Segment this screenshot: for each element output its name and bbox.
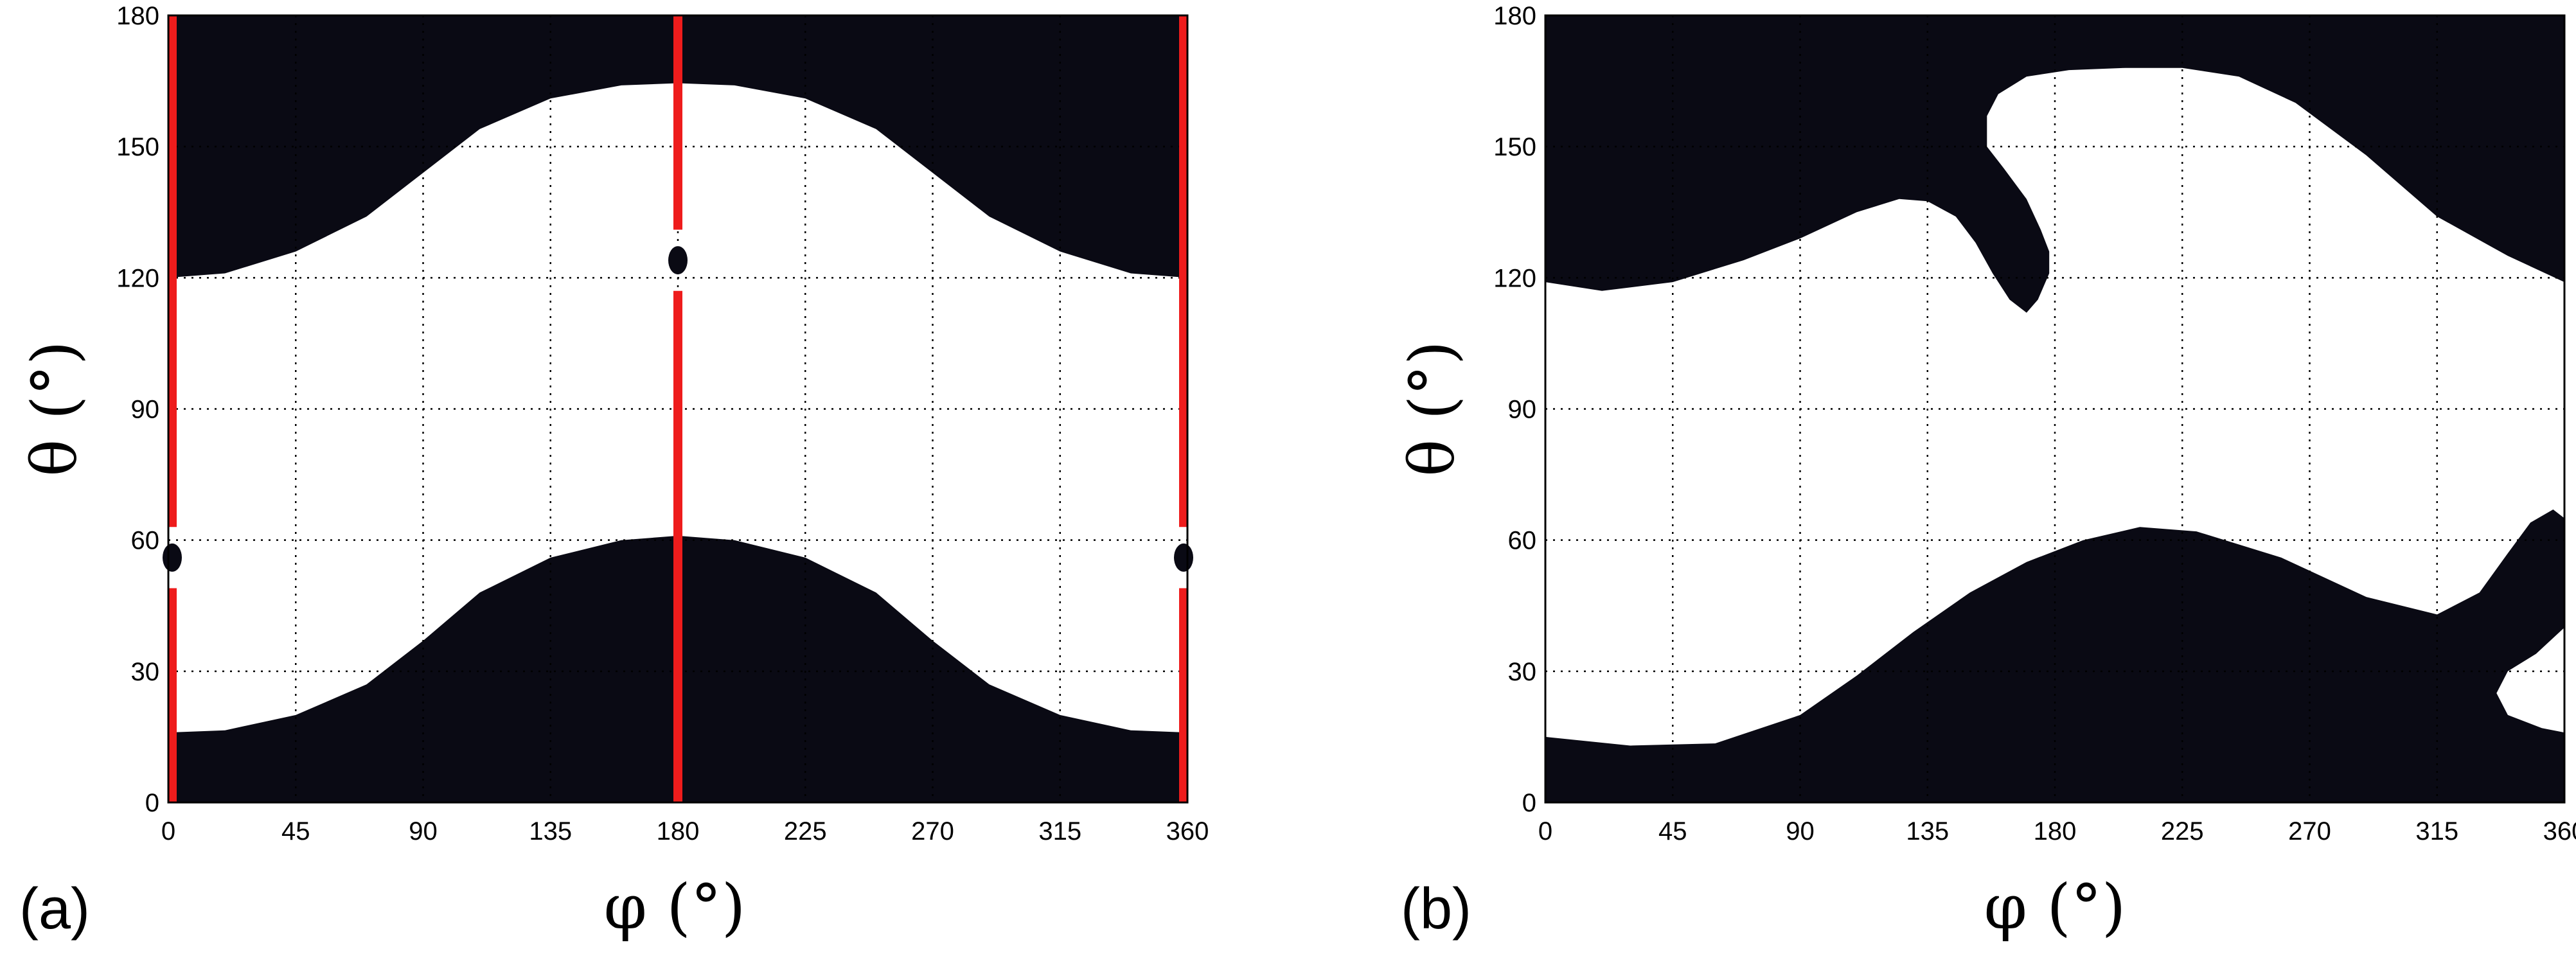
y-tick-label-180: 180 bbox=[1493, 2, 1536, 30]
x-tick-label-270: 270 bbox=[911, 817, 954, 845]
y-tick-labels-b: 0 30 60 90 120 150 180 bbox=[1493, 2, 1536, 817]
x-tick-label-360: 360 bbox=[2543, 817, 2576, 845]
x-tick-label-45: 45 bbox=[1658, 817, 1687, 845]
y-tick-label-120: 120 bbox=[116, 264, 159, 292]
y-tick-labels-a: 0 30 60 90 120 150 180 bbox=[116, 2, 159, 817]
y-tick-label-30: 30 bbox=[1508, 658, 1537, 686]
x-tick-label-135: 135 bbox=[1906, 817, 1949, 845]
x-tick-label-0: 0 bbox=[161, 817, 175, 845]
x-tick-label-315: 315 bbox=[2415, 817, 2458, 845]
y-tick-label-30: 30 bbox=[131, 658, 160, 686]
panel-label-b: (b) bbox=[1401, 877, 1471, 941]
x-tick-label-180: 180 bbox=[657, 817, 700, 845]
x-tick-label-270: 270 bbox=[2288, 817, 2331, 845]
x-tick-label-225: 225 bbox=[2161, 817, 2204, 845]
x-tick-label-90: 90 bbox=[1786, 817, 1815, 845]
x-tick-label-225: 225 bbox=[784, 817, 827, 845]
x-tick-label-315: 315 bbox=[1038, 817, 1081, 845]
x-tick-label-0: 0 bbox=[1538, 817, 1552, 845]
y-tick-label-120: 120 bbox=[1493, 264, 1536, 292]
y-tick-label-60: 60 bbox=[131, 527, 160, 555]
y-tick-label-90: 90 bbox=[131, 396, 160, 424]
chart-panel-a: 0 45 90 135 180 225 270 315 360 0 30 60 90 120 150 180… bbox=[19, 2, 1209, 943]
x-axis-label-a: φ (°) bbox=[604, 871, 746, 943]
y-tick-label-150: 150 bbox=[1493, 133, 1536, 161]
x-tick-labels-a: 0 45 90 135 180 225 270 315 360 bbox=[161, 817, 1209, 845]
x-axis-label-b: φ (°) bbox=[1984, 871, 2126, 943]
y-tick-label-150: 150 bbox=[116, 133, 159, 161]
x-tick-label-90: 90 bbox=[409, 817, 438, 845]
chart-panel-b: 0 45 90 135 180 225 270 315 360 0 30 60 90 120 150 180… bbox=[1396, 2, 2576, 943]
y-tick-label-0: 0 bbox=[145, 789, 159, 817]
dot-phi-0-theta-56 bbox=[163, 544, 182, 572]
x-tick-labels-b: 0 45 90 135 180 225 270 315 360 bbox=[1538, 817, 2576, 845]
x-tick-label-180: 180 bbox=[2034, 817, 2077, 845]
y-axis-label-a: θ (°) bbox=[19, 341, 91, 476]
y-axis-label-b: θ (°) bbox=[1396, 341, 1468, 476]
dot-phi-360-theta-56 bbox=[1174, 544, 1193, 572]
panel-label-a: (a) bbox=[19, 877, 90, 941]
x-tick-label-135: 135 bbox=[529, 817, 572, 845]
y-tick-label-60: 60 bbox=[1508, 527, 1537, 555]
x-tick-label-45: 45 bbox=[281, 817, 310, 845]
x-tick-label-360: 360 bbox=[1166, 817, 1209, 845]
y-tick-label-0: 0 bbox=[1522, 789, 1536, 817]
dot-phi-180-theta-124 bbox=[668, 246, 688, 274]
y-tick-label-90: 90 bbox=[1508, 396, 1537, 424]
y-tick-label-180: 180 bbox=[116, 2, 159, 30]
